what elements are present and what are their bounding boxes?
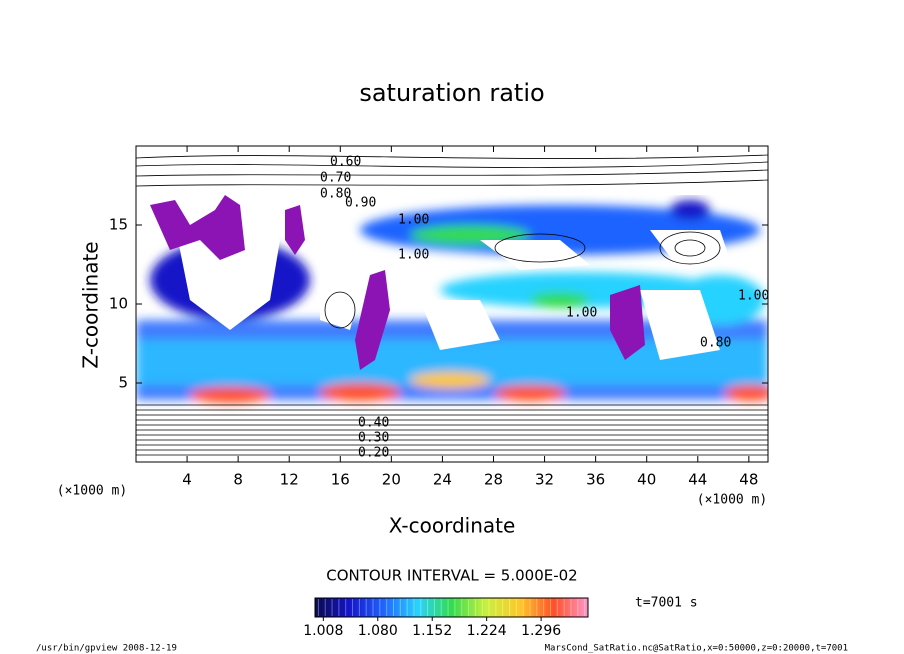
contour-label: 0.90 <box>345 196 376 211</box>
contour-interval: CONTOUR INTERVAL = 5.000E-02 <box>326 567 577 585</box>
colorbar-tick-label: 1.008 <box>303 623 343 639</box>
contour-label: 1.00 <box>566 306 597 321</box>
x-axis-label: X-coordinate <box>389 514 516 538</box>
x-tick-label: 32 <box>535 471 554 489</box>
colorbar-tick-label: 1.080 <box>358 623 398 639</box>
contour-label: 0.70 <box>320 171 351 186</box>
supersaturated-regions <box>150 195 645 370</box>
x-tick-label: 12 <box>280 471 299 489</box>
contour-label: 0.20 <box>358 446 389 461</box>
x-tick-label: 20 <box>382 471 401 489</box>
colorbar-tick-label: 1.224 <box>467 623 507 639</box>
contour-label: 1.00 <box>738 289 769 304</box>
time-label: t=7001 s <box>635 596 698 611</box>
y-unit: (×1000 m) <box>57 484 127 499</box>
x-tick-label: 40 <box>637 471 656 489</box>
x-tick-label: 28 <box>484 471 503 489</box>
x-tick-label: 36 <box>586 471 605 489</box>
x-tick-label: 24 <box>433 471 452 489</box>
field <box>136 146 768 456</box>
x-tick-label: 4 <box>182 471 192 489</box>
contour-label: 0.60 <box>330 155 361 170</box>
contour-label: 1.00 <box>398 213 429 228</box>
y-axis-label: Z-coordinate <box>79 241 103 368</box>
contour-label: 0.30 <box>358 431 389 446</box>
x-tick-label: 44 <box>688 471 707 489</box>
contour-label: 0.80 <box>320 187 351 202</box>
y-tick-label: 10 <box>109 295 128 313</box>
colorbar <box>314 597 589 618</box>
contour-label: 1.00 <box>398 248 429 263</box>
contour-label: 0.40 <box>358 416 389 431</box>
y-tick-label: 5 <box>118 374 128 392</box>
colorbar-tick-label: 1.152 <box>412 623 452 639</box>
x-tick-label: 16 <box>331 471 350 489</box>
x-tick-label: 8 <box>233 471 243 489</box>
contour-label: 0.80 <box>700 336 731 351</box>
contour-lines <box>136 154 768 456</box>
x-unit: (×1000 m) <box>697 493 767 508</box>
x-tick-label: 48 <box>739 471 758 489</box>
footer-right: MarsCond_SatRatio.nc@SatRatio,x=0:50000,… <box>545 644 848 654</box>
chart-title: saturation ratio <box>359 79 544 107</box>
y-tick-label: 15 <box>109 216 128 234</box>
colorbar-tick-label: 1.296 <box>521 623 561 639</box>
footer-left: /usr/bin/gpview 2008-12-19 <box>36 644 177 654</box>
